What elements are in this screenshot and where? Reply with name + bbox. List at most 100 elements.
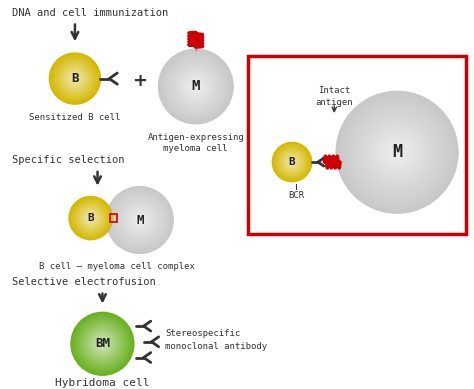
Circle shape: [284, 154, 300, 170]
Circle shape: [137, 217, 143, 223]
Text: B: B: [289, 157, 295, 167]
Text: +: +: [132, 72, 147, 89]
Text: BM: BM: [95, 337, 110, 350]
Circle shape: [192, 83, 200, 90]
Text: Intact
antigen: Intact antigen: [315, 86, 353, 107]
Circle shape: [194, 84, 198, 88]
Circle shape: [288, 158, 296, 166]
Circle shape: [160, 51, 231, 122]
Circle shape: [57, 61, 93, 96]
Circle shape: [82, 323, 123, 364]
Circle shape: [76, 317, 129, 370]
Circle shape: [72, 200, 109, 237]
Circle shape: [111, 192, 168, 249]
Circle shape: [287, 157, 297, 167]
Circle shape: [127, 207, 153, 233]
Circle shape: [75, 203, 106, 233]
Circle shape: [184, 75, 207, 98]
Bar: [248, 56, 466, 234]
Circle shape: [357, 113, 437, 192]
Circle shape: [177, 68, 214, 105]
Circle shape: [158, 49, 233, 124]
Circle shape: [164, 55, 228, 118]
Circle shape: [385, 140, 409, 165]
Circle shape: [85, 326, 120, 361]
Circle shape: [273, 142, 311, 182]
Circle shape: [170, 60, 222, 112]
Circle shape: [64, 67, 86, 90]
Circle shape: [55, 58, 95, 99]
Circle shape: [77, 319, 128, 369]
Circle shape: [73, 76, 77, 81]
Circle shape: [58, 62, 91, 95]
Circle shape: [81, 322, 125, 366]
Circle shape: [275, 145, 309, 179]
Circle shape: [95, 336, 110, 352]
Circle shape: [361, 116, 434, 189]
Circle shape: [131, 212, 148, 228]
Circle shape: [281, 151, 303, 173]
Circle shape: [83, 210, 98, 226]
Circle shape: [108, 188, 172, 252]
Circle shape: [373, 128, 421, 177]
Circle shape: [78, 205, 104, 231]
Circle shape: [125, 205, 155, 235]
Circle shape: [278, 148, 306, 176]
Circle shape: [346, 100, 449, 204]
Circle shape: [364, 119, 430, 186]
Circle shape: [188, 79, 203, 94]
Circle shape: [276, 146, 308, 178]
Circle shape: [128, 209, 152, 232]
Circle shape: [117, 196, 163, 244]
Circle shape: [71, 199, 110, 238]
Circle shape: [120, 200, 160, 240]
Circle shape: [115, 195, 165, 245]
Circle shape: [175, 66, 216, 107]
Circle shape: [109, 190, 170, 250]
Circle shape: [121, 202, 158, 238]
Circle shape: [118, 198, 162, 242]
Circle shape: [348, 103, 446, 201]
Circle shape: [51, 54, 99, 103]
Circle shape: [339, 95, 455, 210]
Circle shape: [65, 68, 85, 89]
Circle shape: [82, 209, 99, 227]
Circle shape: [71, 75, 79, 82]
Circle shape: [99, 341, 106, 347]
Circle shape: [130, 210, 150, 230]
Circle shape: [73, 77, 76, 80]
Circle shape: [277, 147, 307, 177]
Circle shape: [279, 149, 305, 175]
Text: B: B: [87, 213, 94, 223]
Circle shape: [98, 339, 107, 349]
Circle shape: [355, 110, 440, 195]
Circle shape: [285, 155, 299, 169]
Text: Antigen-expressing
myeloma cell: Antigen-expressing myeloma cell: [147, 133, 244, 153]
Circle shape: [370, 125, 425, 180]
Circle shape: [69, 196, 112, 240]
Circle shape: [391, 146, 403, 158]
Text: B: B: [71, 72, 79, 85]
Circle shape: [69, 72, 82, 85]
Circle shape: [67, 71, 82, 86]
Circle shape: [62, 66, 88, 91]
Bar: [110, 214, 117, 223]
Circle shape: [71, 312, 134, 375]
Circle shape: [133, 213, 146, 227]
Circle shape: [282, 152, 302, 172]
Circle shape: [88, 329, 117, 358]
Circle shape: [376, 131, 419, 173]
Circle shape: [79, 206, 102, 230]
Circle shape: [388, 143, 406, 161]
Text: B cell – myeloma cell complex: B cell – myeloma cell complex: [39, 262, 195, 271]
Circle shape: [86, 214, 95, 223]
Text: Hybridoma cell: Hybridoma cell: [55, 378, 150, 388]
Circle shape: [61, 65, 89, 93]
Circle shape: [91, 333, 113, 355]
Circle shape: [162, 53, 229, 120]
Circle shape: [286, 156, 298, 168]
Circle shape: [379, 134, 415, 170]
Circle shape: [186, 77, 205, 96]
Circle shape: [290, 160, 294, 164]
Circle shape: [87, 328, 118, 359]
